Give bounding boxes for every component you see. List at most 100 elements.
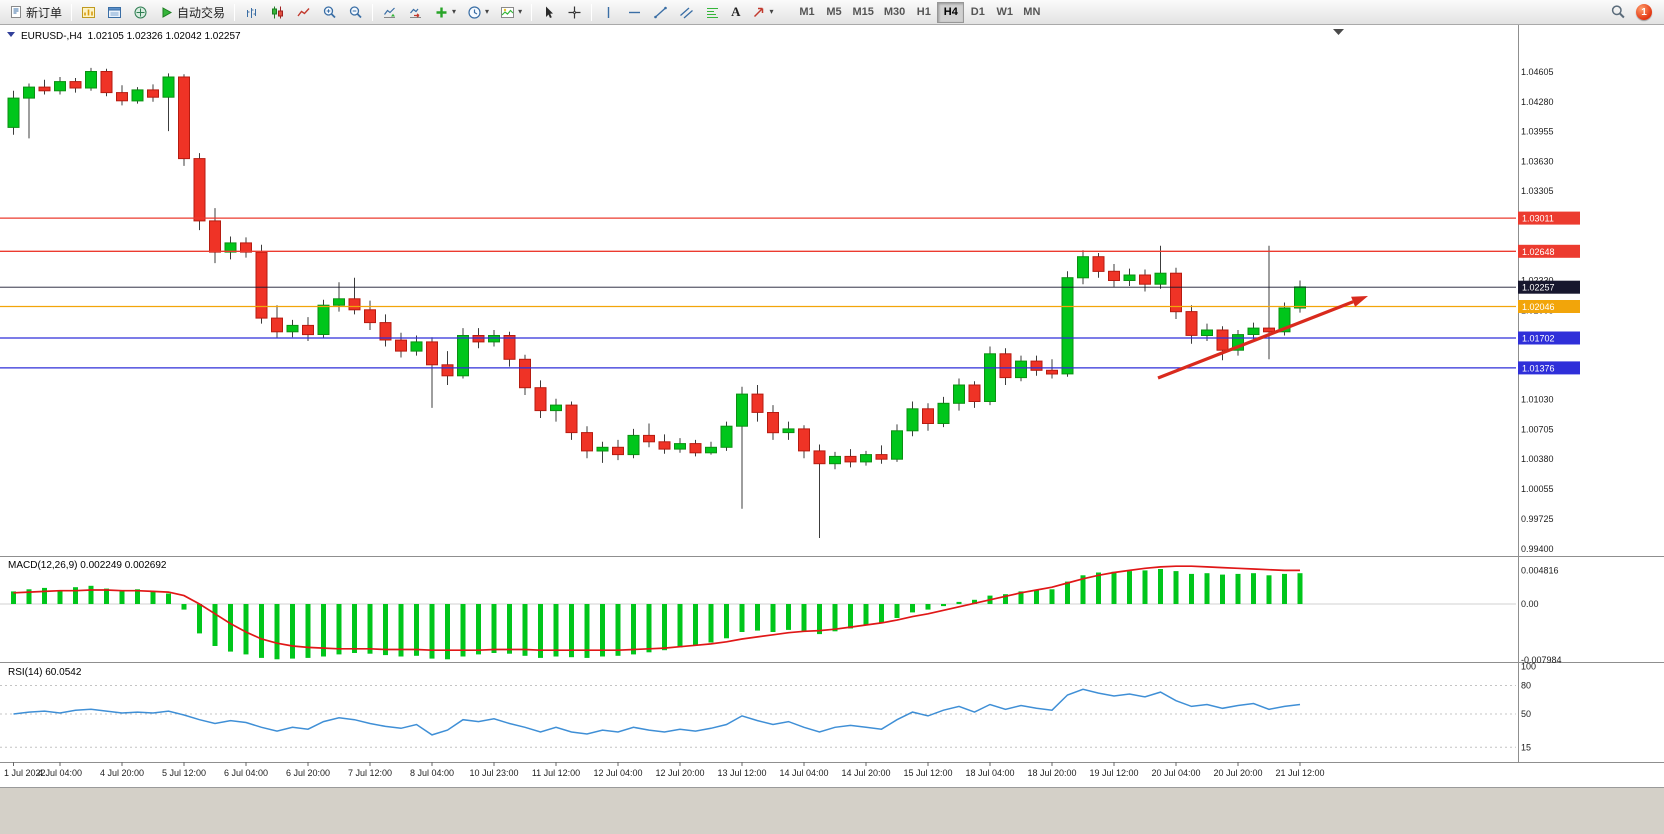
line-chart-button[interactable] [291,2,316,23]
svg-text:4 Jul 20:00: 4 Jul 20:00 [100,768,144,778]
line-chart-icon [297,7,310,16]
svg-text:1.00705: 1.00705 [1521,424,1554,434]
timeframe-m30-button[interactable]: M30 [879,2,910,23]
svg-text:18 Jul 04:00: 18 Jul 04:00 [965,768,1014,778]
navigator-button[interactable] [128,2,153,23]
zoom-out-icon [349,5,362,18]
svg-text:14 Jul 20:00: 14 Jul 20:00 [841,768,890,778]
data-window-button[interactable] [102,2,127,23]
svg-text:6 Jul 20:00: 6 Jul 20:00 [286,768,330,778]
text-button[interactable]: A [726,2,745,23]
new-order-label: 新订单 [26,5,63,20]
notification-badge[interactable]: 1 [1636,4,1652,20]
templates-icon [501,6,515,18]
indicators-icon [436,7,447,17]
svg-text:0.99725: 0.99725 [1521,514,1554,524]
svg-text:1.03955: 1.03955 [1521,127,1554,137]
crosshair-button[interactable] [562,2,587,23]
chart-window: 1.046051.042801.039551.036301.033051.029… [0,25,1664,787]
market-watch-button[interactable] [76,2,101,23]
market-watch-icon [82,6,96,18]
auto-scroll-icon [384,7,396,18]
dropdown-caret-icon: ▾ [485,7,490,16]
horizontal-line-button[interactable] [622,2,647,23]
main-toolbar: 新订单 自动交易 ▾ ▾ [0,0,1664,25]
autotrading-button[interactable]: 自动交易 [154,2,230,23]
vertical-line-button[interactable] [596,2,621,23]
svg-text:5 Jul 12:00: 5 Jul 12:00 [162,768,206,778]
timeframe-m15-button[interactable]: M15 [847,2,878,23]
timeframe-h1-button[interactable]: H1 [910,2,937,23]
candlestick-chart-button[interactable] [265,2,290,23]
timeframe-d1-button[interactable]: D1 [964,2,991,23]
zoom-out-button[interactable] [343,2,368,23]
auto-scroll-button[interactable] [377,2,402,23]
svg-text:1.02648: 1.02648 [1522,247,1555,257]
svg-text:18 Jul 20:00: 18 Jul 20:00 [1027,768,1076,778]
svg-text:13 Jul 12:00: 13 Jul 12:00 [717,768,766,778]
templates-button[interactable]: ▾ [495,2,527,23]
timeframe-m1-button[interactable]: M1 [793,2,820,23]
chart-canvas[interactable]: 1.046051.042801.039551.036301.033051.029… [0,25,1664,787]
fibonacci-button[interactable] [700,2,725,23]
arrows-icon [754,7,764,17]
new-order-button[interactable]: 新订单 [4,2,67,23]
dropdown-caret-icon: ▾ [452,7,457,16]
svg-text:7 Jul 12:00: 7 Jul 12:00 [348,768,392,778]
indicators-button[interactable]: ▾ [429,2,461,23]
chart-shift-button[interactable] [403,2,428,23]
timeframe-w1-button[interactable]: W1 [991,2,1018,23]
chart-shift-icon [410,8,422,18]
svg-text:1 Jul 2022: 1 Jul 2022 [4,768,46,778]
svg-text:11 Jul 12:00: 11 Jul 12:00 [532,768,580,778]
vertical-line-icon [607,6,610,18]
channel-icon [680,7,694,18]
timeframe-m5-button[interactable]: M5 [820,2,847,23]
timeframe-mn-button[interactable]: MN [1018,2,1045,23]
periods-button[interactable]: ▾ [462,2,494,23]
new-order-icon [11,6,21,18]
svg-text:12 Jul 04:00: 12 Jul 04:00 [593,768,642,778]
timeframe-group: M1 M5 M15 M30 H1 H4 D1 W1 MN [793,1,1045,23]
svg-text:0.00: 0.00 [1521,599,1539,609]
svg-text:0.004816: 0.004816 [1521,565,1559,575]
candlesticks [7,67,1306,538]
macd-panel: 0.004816 0.00 -0.007984 [0,565,1562,665]
svg-text:21 Jul 12:00: 21 Jul 12:00 [1275,768,1324,778]
svg-text:1.01702: 1.01702 [1522,334,1555,344]
desktop-background [0,787,1664,834]
cursor-button[interactable] [536,2,561,23]
svg-text:1.03305: 1.03305 [1521,186,1554,196]
rsi-panel: 100 80 50 15 [0,662,1536,752]
svg-text:1.02257: 1.02257 [1522,283,1555,293]
trend-arrow [1157,296,1368,380]
zoom-in-button[interactable] [317,2,342,23]
search-button[interactable] [1605,2,1631,23]
rsi-indicator-label: RSI(14) 60.0542 [8,667,82,678]
svg-text:100: 100 [1521,662,1536,672]
candlestick-chart-icon [272,6,284,18]
timeframe-h4-button[interactable]: H4 [937,1,965,23]
svg-text:-0.007984: -0.007984 [1521,655,1562,665]
arrows-button[interactable]: ▾ [746,2,778,23]
trendline-icon [654,6,667,18]
svg-text:1.04605: 1.04605 [1521,67,1554,77]
svg-text:1.01376: 1.01376 [1522,363,1555,373]
bar-chart-button[interactable] [239,2,264,23]
channel-button[interactable] [674,2,699,23]
search-icon [1611,5,1625,19]
svg-text:0.99400: 0.99400 [1521,544,1554,554]
autotrading-icon [162,6,173,18]
svg-text:20 Jul 04:00: 20 Jul 04:00 [1151,768,1200,778]
toolbar-separator [372,3,374,21]
svg-text:10 Jul 23:00: 10 Jul 23:00 [469,768,518,778]
svg-text:1.04280: 1.04280 [1521,97,1554,107]
trendline-button[interactable] [648,2,673,23]
svg-text:20 Jul 20:00: 20 Jul 20:00 [1213,768,1262,778]
support-resistance-lines [0,217,1516,369]
svg-text:1.00055: 1.00055 [1521,484,1554,494]
svg-text:15: 15 [1521,742,1531,752]
svg-text:6 Jul 04:00: 6 Jul 04:00 [224,768,268,778]
panel-separators [0,25,1664,763]
autotrading-label: 自动交易 [177,5,226,20]
